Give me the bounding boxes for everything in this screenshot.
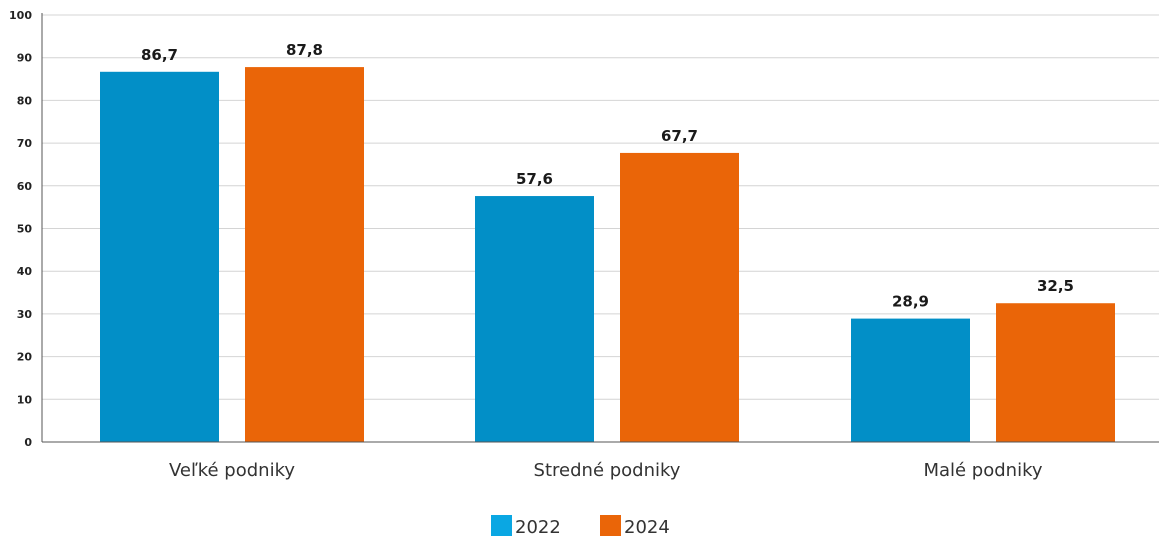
bar-2024 bbox=[620, 152, 739, 442]
data-label: 87,8 bbox=[286, 41, 323, 59]
axes bbox=[41, 13, 1159, 443]
legend-swatch-2024 bbox=[600, 515, 621, 536]
y-tick-label: 50 bbox=[17, 223, 33, 236]
data-label: 86,7 bbox=[141, 46, 178, 64]
legend-swatch-2022 bbox=[491, 515, 512, 536]
legend: 2022 2024 bbox=[491, 515, 670, 538]
y-tick-label: 10 bbox=[17, 393, 33, 406]
data-labels: 86,7 87,8 57,6 67,7 28,9 32,5 bbox=[141, 41, 1074, 311]
data-label: 67,7 bbox=[661, 127, 698, 145]
y-tick-label: 80 bbox=[17, 94, 33, 107]
x-category-label: Stredné podniky bbox=[534, 460, 681, 481]
y-tick-label: 100 bbox=[9, 9, 32, 22]
bar-2024 bbox=[245, 67, 364, 443]
legend-label: 2024 bbox=[624, 517, 670, 538]
y-axis-ticks: 0 10 20 30 40 50 60 70 80 90 100 bbox=[9, 9, 32, 449]
data-label: 28,9 bbox=[892, 293, 929, 311]
x-category-label: Malé podniky bbox=[923, 460, 1042, 481]
x-axis-categories: Veľké podniky Stredné podniky Malé podniky bbox=[169, 460, 1043, 481]
y-tick-label: 70 bbox=[17, 137, 33, 150]
bar-2022 bbox=[100, 71, 219, 442]
bar-2022 bbox=[475, 196, 594, 442]
y-tick-label: 30 bbox=[17, 308, 33, 321]
data-label: 32,5 bbox=[1037, 277, 1074, 295]
y-tick-label: 40 bbox=[17, 265, 33, 278]
data-label: 57,6 bbox=[516, 170, 553, 188]
y-tick-label: 0 bbox=[24, 436, 32, 449]
y-tick-label: 90 bbox=[17, 52, 33, 65]
legend-label: 2022 bbox=[515, 517, 561, 538]
y-tick-label: 20 bbox=[17, 351, 33, 364]
x-category-label: Veľké podniky bbox=[169, 460, 295, 481]
bar-2022 bbox=[851, 318, 970, 442]
bar-2024 bbox=[996, 303, 1115, 442]
gridlines bbox=[42, 14, 1159, 400]
y-tick-label: 60 bbox=[17, 180, 33, 193]
bars bbox=[100, 67, 1115, 443]
